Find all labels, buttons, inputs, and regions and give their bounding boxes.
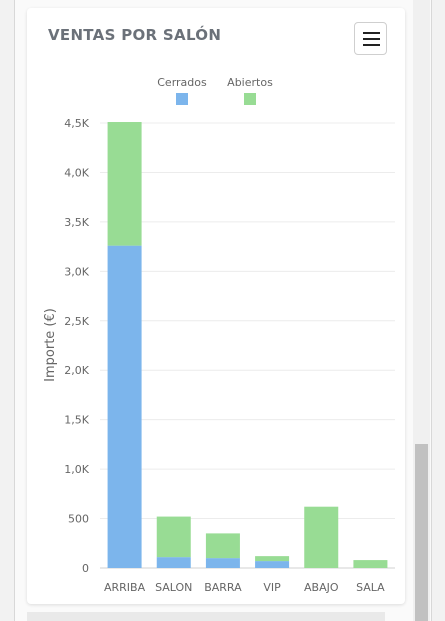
y-tick-label: 1,5K	[64, 414, 89, 427]
y-tick-label: 0	[82, 562, 89, 575]
y-tick-label: 2,5K	[64, 315, 89, 328]
y-tick-label: 4,0K	[64, 166, 89, 179]
y-tick-label: 3,0K	[64, 265, 89, 278]
sales-by-room-card: VENTAS POR SALÓN	[27, 8, 405, 604]
x-tick-label: ARRIBA	[104, 581, 146, 594]
scrollbar-thumb[interactable]	[415, 444, 428, 621]
bar-cerrados-salon[interactable]	[156, 557, 191, 568]
x-tick-label: BARRA	[204, 581, 242, 594]
bar-cerrados-vip[interactable]	[255, 561, 290, 568]
legend-swatch[interactable]	[176, 93, 188, 105]
chart-gridlines	[100, 122, 395, 569]
x-tick-label: ABAJO	[304, 581, 339, 594]
bar-abiertos-vip[interactable]	[255, 556, 290, 562]
bar-abiertos-barra[interactable]	[205, 533, 240, 559]
x-tick-label: SALON	[155, 581, 192, 594]
bar-abiertos-sala[interactable]	[353, 560, 388, 568]
next-card-edge	[27, 612, 385, 621]
hamburger-menu-icon-line	[363, 44, 380, 46]
legend-label[interactable]: Abiertos	[227, 76, 273, 89]
chart-menu-button[interactable]	[354, 22, 387, 55]
bar-abiertos-abajo[interactable]	[304, 506, 339, 568]
y-axis-ticks: 0 500 1,0K 1,5K 2,0K 2,5K 3,0K 3,5K 4,0K 4,5K	[64, 117, 89, 575]
x-axis-ticks: ARRIBA SALON BARRA VIP ABAJO SALA	[104, 581, 385, 594]
bar-abiertos-arriba[interactable]	[107, 122, 142, 246]
y-tick-label: 2,0K	[64, 364, 89, 377]
y-tick-label: 4,5K	[64, 117, 89, 130]
y-tick-label: 1,0K	[64, 463, 89, 476]
bar-abiertos-salon[interactable]	[156, 516, 191, 558]
x-tick-label: VIP	[263, 581, 281, 594]
bar-cerrados-barra[interactable]	[205, 558, 240, 568]
y-tick-label: 3,5K	[64, 216, 89, 229]
chart-bars	[107, 122, 388, 568]
y-tick-label: 500	[68, 513, 89, 526]
legend-swatch[interactable]	[244, 93, 256, 105]
hamburger-menu-icon	[363, 32, 380, 34]
x-tick-label: SALA	[356, 581, 385, 594]
legend-label[interactable]: Cerrados	[157, 76, 207, 89]
hamburger-menu-icon-line	[363, 38, 380, 40]
card-title: VENTAS POR SALÓN	[48, 26, 222, 44]
chart-legend: Cerrados Abiertos	[157, 76, 273, 105]
bar-cerrados-arriba[interactable]	[107, 245, 142, 568]
y-axis-label: Importe (€)	[43, 308, 58, 382]
